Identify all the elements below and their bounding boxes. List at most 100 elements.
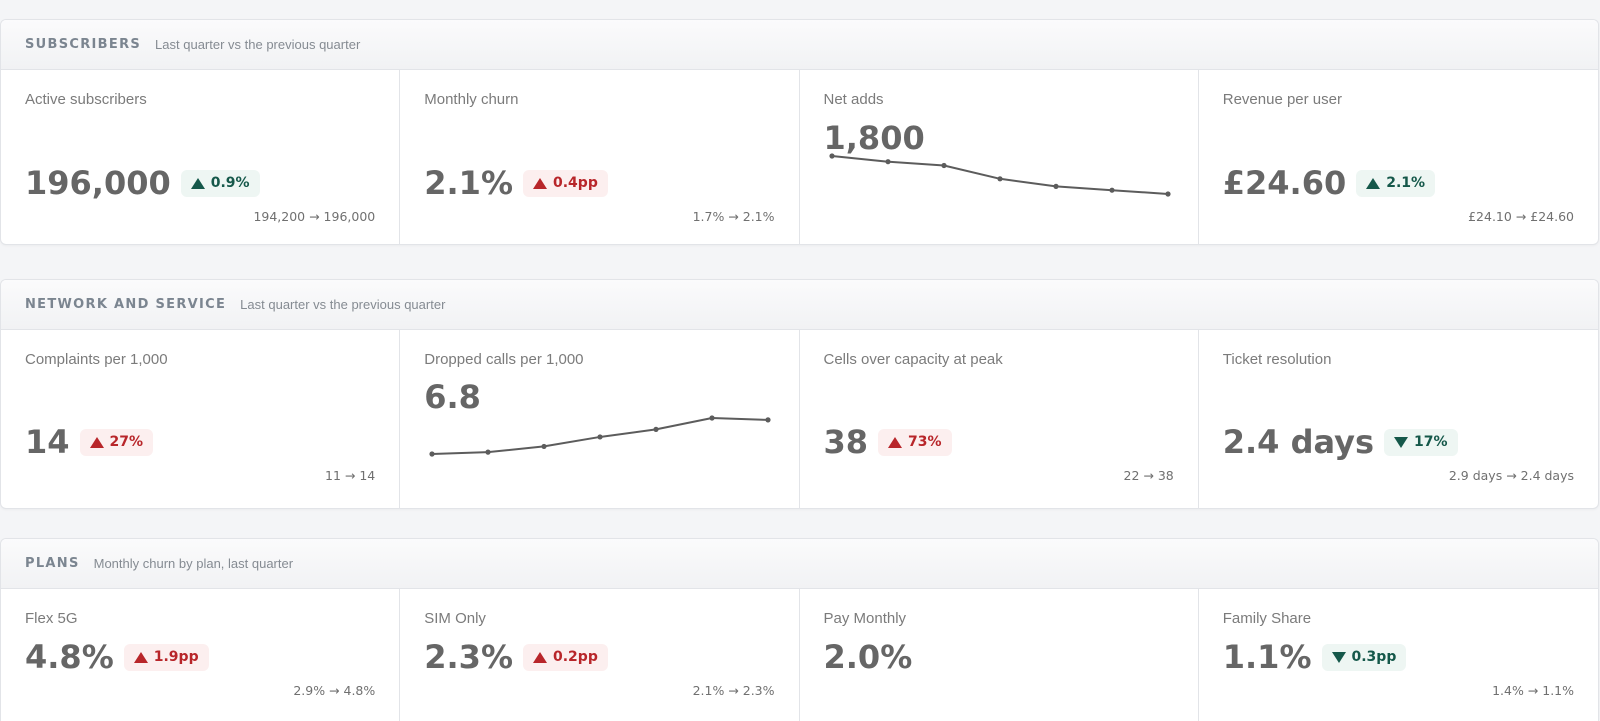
arrow-down-icon [1394, 436, 1408, 448]
kpi-label: Complaints per 1,000 [25, 351, 168, 368]
sparkline-point [1108, 187, 1115, 193]
kpi-range: 194,200 → 196,000 [253, 209, 376, 224]
sparkline-net-adds [828, 153, 1171, 197]
kpi-delta-badge: 0.3pp [1321, 643, 1407, 671]
kpi-value: 2.3% [424, 638, 513, 676]
kpi-delta-badge: 2.1% [1356, 169, 1436, 197]
kpi-delta: 1.9pp [153, 649, 199, 665]
section-title: NETWORK AND SERVICE [25, 297, 227, 312]
kpi-delta: 73% [908, 434, 942, 450]
sparkline-point [996, 176, 1003, 182]
kpi-card-flex-5g[interactable]: Flex 5G 4.8% 1.9pp 2.9% → 4.8% [1, 589, 401, 721]
sparkline-point [597, 434, 603, 440]
section-subscribers: SUBSCRIBERS Last quarter vs the previous… [0, 19, 1599, 245]
kpi-label: Pay Monthly [823, 610, 907, 627]
section-plans: PLANS Monthly churn by plan, last quarte… [0, 538, 1599, 721]
kpi-delta-badge: 17% [1384, 428, 1458, 456]
kpi-range: 2.9% → 4.8% [293, 683, 376, 698]
kpi-range: 1.4% → 1.1% [1492, 683, 1574, 698]
kpi-card-monthly-churn[interactable]: Monthly churn 2.1% 0.4pp 1.7% → 2.1% [400, 70, 800, 244]
sparkline-point [1164, 191, 1171, 197]
kpi-label: Flex 5G [25, 610, 78, 627]
kpi-value: 14 [25, 423, 70, 461]
sparkline-point [485, 449, 491, 455]
arrow-up-icon [1366, 177, 1381, 189]
arrow-up-icon [89, 436, 104, 448]
kpi-card-sim-only[interactable]: SIM Only 2.3% 0.2pp 2.1% → 2.3% [400, 589, 800, 721]
kpi-label: SIM Only [424, 610, 486, 627]
sparkline-point [709, 415, 715, 421]
kpi-delta: 0.9% [210, 175, 250, 191]
arrow-up-icon [533, 651, 547, 663]
kpi-label: Ticket resolution [1222, 351, 1332, 368]
sparkline-point [653, 426, 659, 432]
kpi-delta: 0.4pp [553, 175, 598, 191]
kpi-delta: 2.1% [1386, 175, 1426, 191]
arrow-up-icon [190, 177, 205, 189]
sparkline-point [541, 443, 547, 450]
kpi-value: 38 [823, 423, 869, 461]
sparkline-point [884, 159, 891, 165]
arrow-up-icon [533, 177, 547, 189]
kpi-card-cells-over-capacity[interactable]: Cells over capacity at peak 38 73% 22 → … [800, 330, 1199, 508]
kpi-card-pay-monthly[interactable]: Pay Monthly 2.0% [800, 589, 1199, 721]
kpi-value: 6.8 [424, 378, 481, 416]
arrow-up-icon [888, 436, 903, 448]
section-network-and-service: NETWORK AND SERVICE Last quarter vs the … [0, 279, 1599, 509]
kpi-label: Active subscribers [25, 91, 147, 108]
kpi-value: 4.8% [25, 638, 114, 676]
sparkline-point [1052, 183, 1059, 189]
section-title: PLANS [25, 556, 80, 571]
kpi-value: 2.4 days [1222, 423, 1374, 461]
kpi-label: Cells over capacity at peak [823, 351, 1003, 368]
kpi-value: 2.0% [823, 638, 913, 676]
section-subtitle: Last quarter vs the previous quarter [240, 297, 446, 312]
kpi-value: 2.1% [424, 164, 513, 202]
kpi-delta-badge: 0.2pp [523, 643, 608, 671]
kpi-card-family-share[interactable]: Family Share 1.1% 0.3pp 1.4% → 1.1% [1199, 589, 1598, 721]
section-title: SUBSCRIBERS [25, 37, 142, 52]
kpi-card-dropped-calls[interactable]: Dropped calls per 1,000 6.8 [400, 330, 800, 508]
kpi-value: 1.1% [1222, 638, 1312, 676]
kpi-delta: 0.3pp [1351, 649, 1397, 665]
section-header: SUBSCRIBERS Last quarter vs the previous… [1, 20, 1598, 70]
kpi-card-ticket-resolution[interactable]: Ticket resolution 2.4 days 17% 2.9 days … [1199, 330, 1598, 508]
kpi-label: Revenue per user [1222, 91, 1342, 108]
kpi-value: £24.60 [1222, 164, 1347, 202]
kpi-value: 1,800 [823, 119, 925, 157]
kpi-range: £24.10 → £24.60 [1468, 209, 1574, 224]
kpi-delta: 0.2pp [553, 649, 598, 665]
arrow-up-icon [133, 651, 148, 663]
sparkline-point [828, 153, 835, 159]
kpi-delta-badge: 1.9pp [123, 643, 209, 671]
kpi-label: Monthly churn [424, 91, 519, 108]
sparkline-point [429, 451, 435, 457]
kpi-card-complaints[interactable]: Complaints per 1,000 14 27% 11 → 14 [1, 330, 401, 508]
kpi-label: Dropped calls per 1,000 [424, 351, 584, 368]
sparkline-point [940, 162, 947, 169]
section-header: NETWORK AND SERVICE Last quarter vs the … [1, 280, 1598, 330]
kpi-delta-badge: 73% [878, 428, 952, 456]
kpi-range: 11 → 14 [325, 468, 376, 483]
kpi-range: 2.9 days → 2.4 days [1448, 468, 1574, 483]
kpi-range: 22 → 38 [1123, 468, 1174, 483]
kpi-card-active-subscribers[interactable]: Active subscribers 196,000 0.9% 194,200 … [1, 70, 401, 244]
kpi-delta-badge: 0.9% [180, 169, 260, 197]
kpi-range: 2.1% → 2.3% [692, 683, 775, 698]
kpi-range: 1.7% → 2.1% [692, 209, 775, 224]
kpi-delta: 17% [1414, 434, 1448, 450]
kpi-card-revenue-per-user[interactable]: Revenue per user £24.60 2.1% £24.10 → £2… [1199, 70, 1598, 244]
kpi-delta-badge: 27% [79, 428, 154, 456]
kpi-label: Net adds [823, 91, 884, 108]
sparkline-dropped-calls [429, 415, 771, 457]
kpi-card-net-adds[interactable]: Net adds 1,800 [800, 70, 1199, 244]
kpi-delta: 27% [109, 434, 144, 450]
kpi-delta-badge: 0.4pp [523, 169, 608, 197]
arrow-down-icon [1331, 651, 1346, 663]
section-subtitle: Monthly churn by plan, last quarter [93, 556, 294, 571]
section-header: PLANS Monthly churn by plan, last quarte… [1, 539, 1598, 589]
kpi-value: 196,000 [25, 164, 171, 202]
sparkline-point [765, 417, 771, 423]
section-subtitle: Last quarter vs the previous quarter [155, 37, 361, 52]
